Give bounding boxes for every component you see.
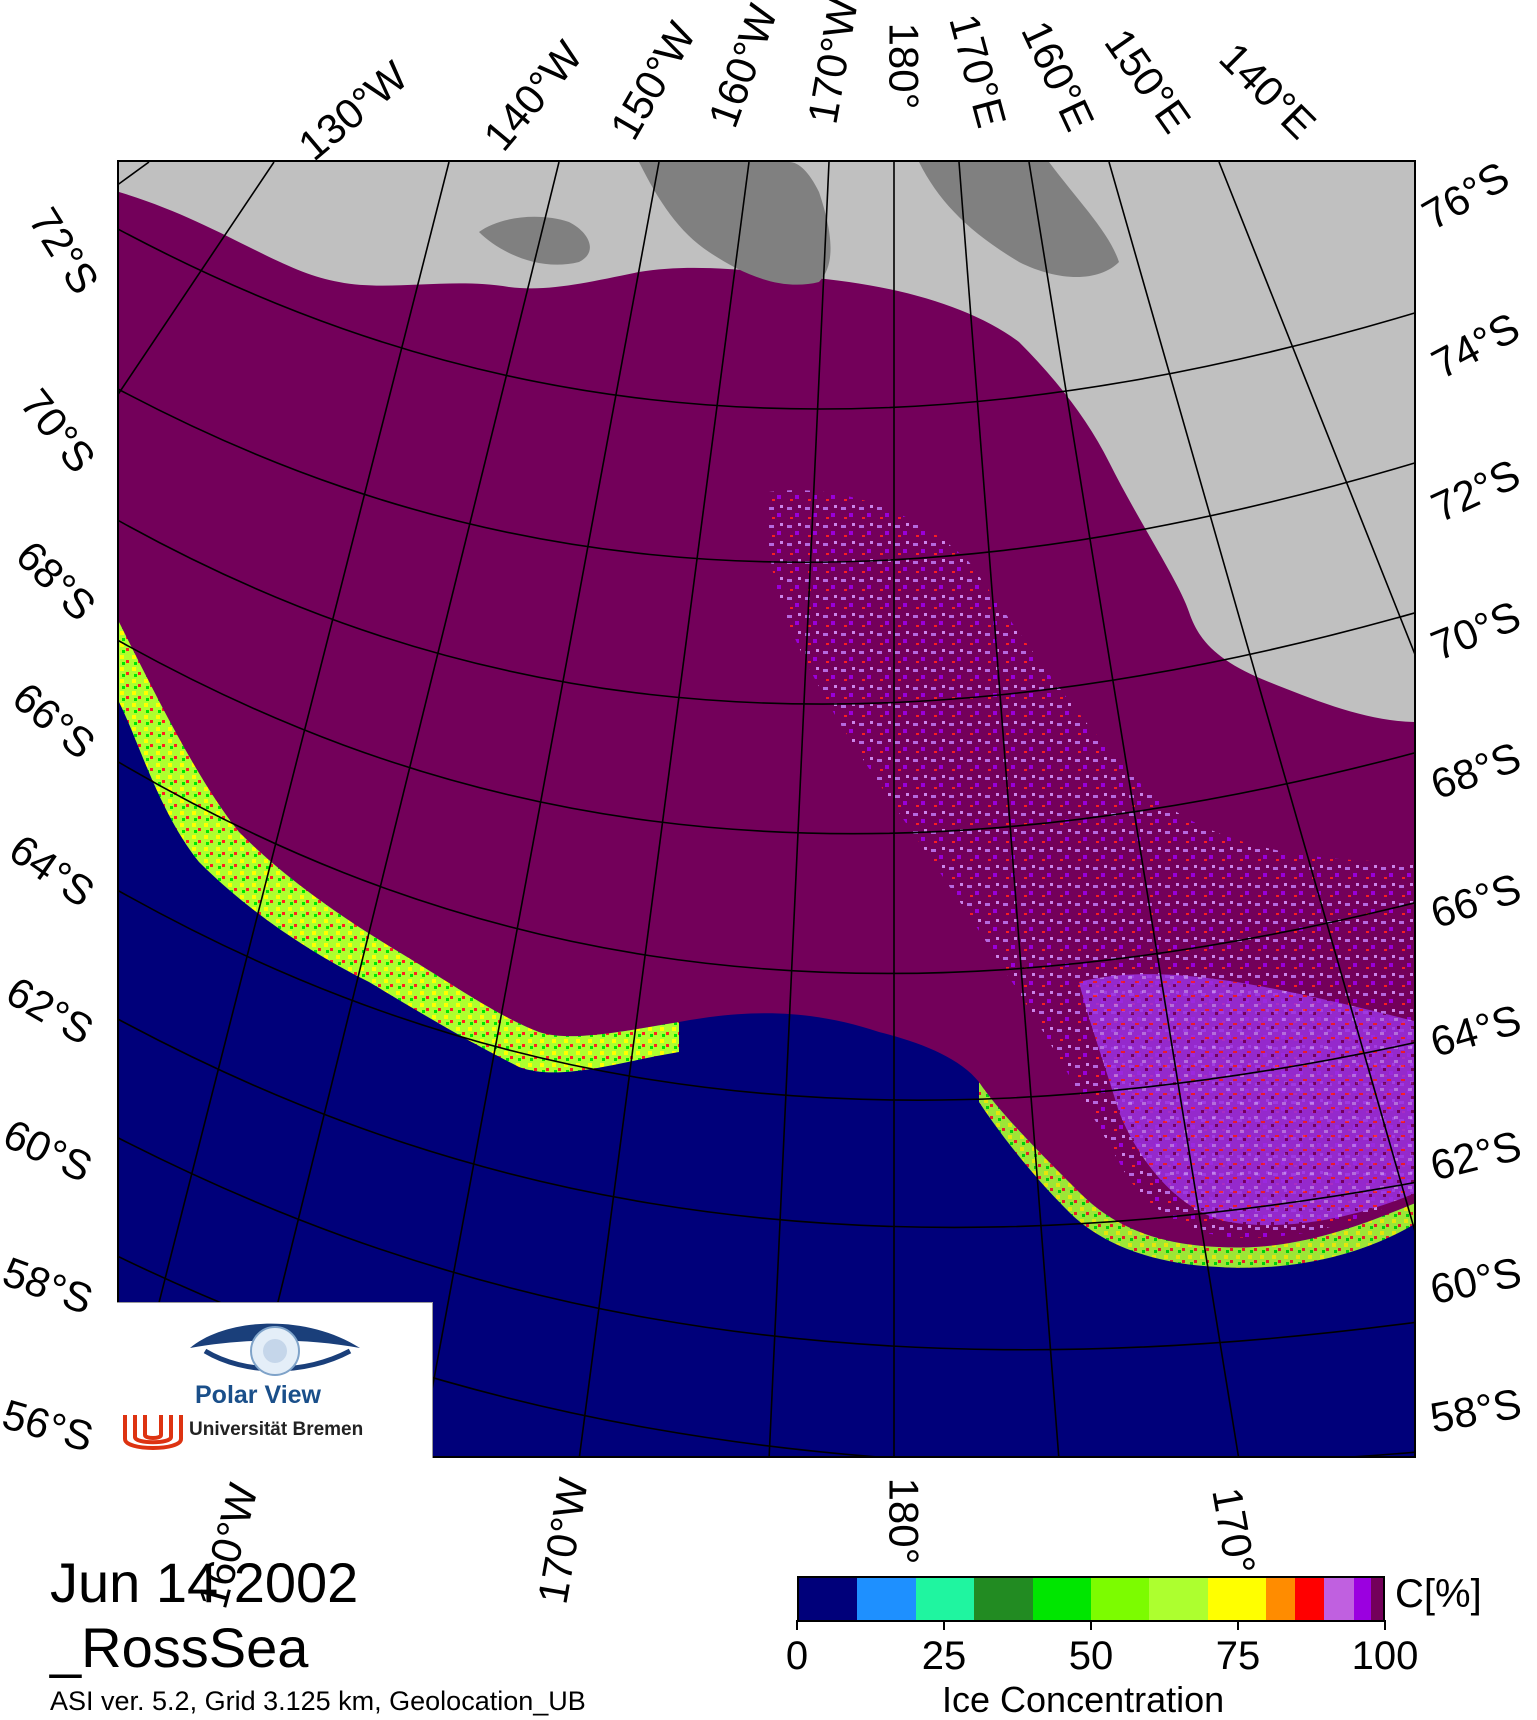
right-latitude-label: 72°S — [1424, 449, 1527, 532]
colorbar-segment — [1032, 1578, 1091, 1620]
top-longitude-label: 160°E — [1012, 13, 1104, 138]
top-longitude-label: 150°E — [1095, 20, 1201, 142]
left-latitude-label: 72°S — [20, 199, 109, 302]
colorbar-tick-label: 50 — [1068, 1634, 1114, 1678]
top-longitude-label: 150°W — [600, 14, 705, 148]
colorbar-tick-label: 0 — [785, 1634, 809, 1678]
right-latitude-label: 60°S — [1426, 1248, 1526, 1314]
marginal-ice-edge — [119, 622, 679, 1073]
colorbar-tick-label: 75 — [1215, 1634, 1261, 1678]
sea-ice-map — [117, 160, 1416, 1458]
right-latitude-label: 76°S — [1414, 152, 1517, 239]
colorbar-tick-mark — [796, 1620, 798, 1630]
colorbar-tick-mark — [1237, 1620, 1239, 1630]
colorbar-segment — [1353, 1578, 1372, 1620]
colorbar-segment — [915, 1578, 975, 1620]
bottom-longitude-label: 170° — [1203, 1484, 1265, 1578]
top-longitude-label: 170°E — [940, 9, 1016, 133]
top-longitude-label: 140°W — [474, 32, 592, 160]
colorbar-segment — [799, 1578, 858, 1620]
right-latitude-label: 58°S — [1426, 1379, 1525, 1442]
polar-view-logo: Polar View Universität Bremen — [117, 1302, 433, 1458]
date-label: Jun 14 2002 — [50, 1551, 359, 1614]
mixed-ice-zone-2 — [1079, 974, 1414, 1226]
colorbar-unit: C[%] — [1395, 1572, 1482, 1616]
colorbar-tick-mark — [1090, 1620, 1092, 1630]
top-longitude-label: 130°W — [289, 51, 417, 170]
colorbar-segment — [1090, 1578, 1150, 1620]
left-latitude-label: 64°S — [1, 825, 104, 917]
left-latitude-label: 58°S — [0, 1247, 99, 1324]
top-longitude-label: 180° — [880, 22, 928, 110]
logo-title: Polar View — [195, 1381, 321, 1409]
right-latitude-label: 74°S — [1424, 303, 1527, 388]
map-svg — [119, 162, 1414, 1456]
left-latitude-label: 66°S — [3, 673, 105, 769]
colorbar-tick-label: 100 — [1351, 1634, 1419, 1678]
left-latitude-label: 68°S — [7, 531, 106, 630]
colorbar-segment — [1236, 1578, 1267, 1620]
university-bremen-icon — [123, 1415, 183, 1450]
right-latitude-label: 70°S — [1424, 591, 1527, 670]
colorbar-segment — [974, 1578, 1033, 1620]
colorbar-segment — [1324, 1578, 1354, 1620]
ice-concentration-colorbar — [797, 1576, 1385, 1622]
colorbar-segment — [1149, 1578, 1208, 1620]
colorbar-segment — [857, 1578, 916, 1620]
top-longitude-label: 170°W — [798, 0, 867, 128]
bottom-longitude-label: 170°W — [528, 1474, 597, 1608]
colorbar-tick-label: 25 — [921, 1634, 967, 1678]
marginal-ice-edge-east — [979, 1082, 1414, 1268]
processing-info: ASI ver. 5.2, Grid 3.125 km, Geolocation… — [50, 1686, 586, 1716]
top-longitude-label: 160°W — [699, 0, 787, 134]
graticule — [119, 162, 1414, 1456]
right-latitude-label: 62°S — [1425, 1121, 1526, 1190]
right-latitude-label: 64°S — [1425, 995, 1527, 1066]
logo-institution: Universität Bremen — [189, 1419, 364, 1440]
left-latitude-label: 56°S — [0, 1390, 99, 1461]
bottom-longitude-label: 180° — [880, 1477, 928, 1565]
colorbar-tick-mark — [943, 1620, 945, 1630]
ice-shelf — [479, 162, 1119, 285]
colorbar-segment — [1295, 1578, 1325, 1620]
top-longitude-label: 140°E — [1210, 33, 1326, 148]
right-latitude-label: 68°S — [1424, 732, 1527, 809]
colorbar-tick-mark — [1384, 1620, 1386, 1630]
right-latitude-label: 66°S — [1424, 864, 1527, 938]
colorbar-segment — [1371, 1578, 1383, 1620]
left-latitude-label: 62°S — [0, 967, 102, 1054]
colorbar-segment — [1266, 1578, 1296, 1620]
region-label: _RossSea — [50, 1616, 309, 1679]
colorbar-label: Ice Concentration — [942, 1679, 1225, 1720]
eye-icon — [190, 1323, 360, 1376]
left-latitude-label: 60°S — [0, 1109, 100, 1192]
colorbar-segment — [1207, 1578, 1237, 1620]
left-latitude-label: 70°S — [11, 380, 105, 482]
land-antarctica — [119, 162, 1414, 722]
